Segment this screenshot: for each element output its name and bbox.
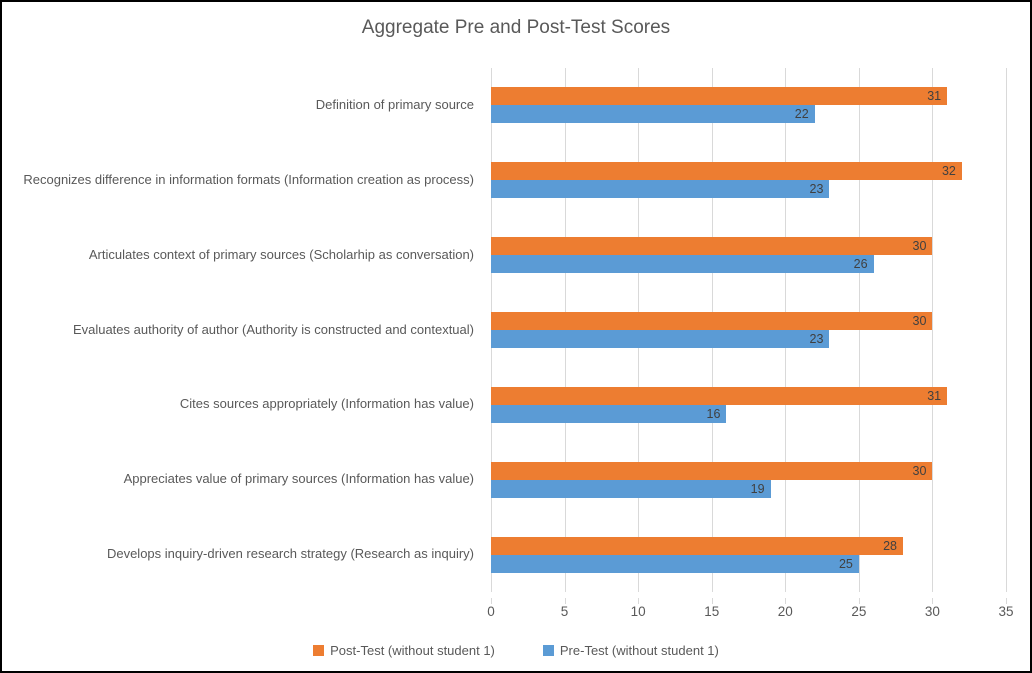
x-tick-label: 30 (924, 604, 940, 619)
tick-mark (1006, 598, 1007, 604)
bar-pre-test: 23 (491, 330, 830, 348)
x-tick-label: 5 (560, 604, 569, 619)
category-label: Definition of primary source (4, 68, 482, 143)
x-tick-label: 15 (704, 604, 720, 619)
bar-post-test: 31 (491, 386, 948, 405)
bar-post-test: 32 (491, 162, 962, 181)
bar-post-test: 30 (491, 461, 933, 480)
category-label-text: Definition of primary source (315, 97, 474, 112)
x-tick-label: 0 (487, 604, 495, 619)
category-label-text: Appreciates value of primary sources (In… (123, 471, 474, 487)
bar-value-label: 31 (927, 89, 942, 104)
bar-value-label: 22 (794, 107, 809, 122)
x-tick-label: 20 (777, 604, 793, 619)
bar-value-label: 30 (912, 463, 927, 478)
bar-post-test: 30 (491, 312, 933, 330)
legend-swatch-post-test (313, 644, 325, 656)
tick-mark (564, 598, 566, 604)
bar-value-label: 30 (912, 314, 927, 328)
category-label: Recognizes difference in information for… (4, 143, 482, 218)
category-label-text: Recognizes difference in information for… (23, 171, 474, 187)
bar-post-test: 28 (491, 536, 903, 555)
bar-pre-test: 26 (491, 255, 874, 274)
x-axis: 0 5 10 15 20 25 30 35 (487, 598, 1014, 620)
bar-post-test: 30 (491, 237, 933, 256)
category-label: Cites sources appropriately (Information… (4, 367, 482, 442)
x-tick-label: 25 (851, 604, 867, 619)
bar-pre-test: 16 (491, 404, 727, 423)
tick-mark (638, 598, 640, 604)
bar-value-label: 26 (853, 257, 868, 272)
category-label: Articulates context of primary sources (… (4, 218, 482, 293)
category-label: Develops inquiry-driven research strateg… (4, 517, 482, 592)
gridline (932, 68, 934, 592)
category-label-text: Evaluates authority of author (Authority… (72, 321, 474, 337)
bar-pre-test: 19 (491, 479, 771, 498)
x-tick-label: 10 (630, 604, 646, 619)
tick-mark (491, 598, 492, 604)
chart-title: Aggregate Pre and Post-Test Scores (361, 17, 671, 38)
legend-swatch-pre-test (542, 644, 554, 656)
category-label-text: Develops inquiry-driven research strateg… (106, 546, 474, 562)
bar-value-label: 31 (927, 388, 942, 403)
tick-mark (932, 598, 934, 604)
category-label: Appreciates value of primary sources (In… (4, 442, 482, 517)
bar-value-label: 28 (883, 538, 897, 553)
legend: Post-Test (without student 1) Pre-Test (w… (2, 640, 1030, 660)
bar-value-label: 23 (809, 332, 824, 346)
bar-value-label: 25 (838, 556, 853, 571)
legend-item-pre-test: Pre-Test (without student 1) (542, 642, 719, 658)
tick-mark (858, 598, 860, 604)
legend-label: Pre-Test (without student 1) (559, 642, 719, 658)
bar-post-test: 31 (491, 87, 948, 106)
category-label-text: Cites sources appropriately (Information… (179, 396, 474, 412)
bar-value-label: 23 (809, 182, 824, 197)
gridline (858, 68, 860, 592)
category-label: Evaluates authority of author (Authority… (4, 293, 482, 368)
legend-item-post-test: Post-Test (without student 1) (313, 643, 495, 658)
category-axis: Definition of primary source Recognizes d… (4, 68, 482, 592)
bar-value-label: 30 (912, 239, 927, 254)
x-tick-label: 35 (998, 604, 1014, 619)
legend-label: Post-Test (without student 1) (330, 642, 495, 658)
bar-pre-test: 23 (491, 180, 830, 199)
bar-pre-test: 22 (491, 105, 815, 124)
tick-mark (785, 598, 787, 604)
bar-value-label: 19 (750, 481, 765, 496)
gridline (1006, 68, 1007, 592)
category-label-text: Articulates context of primary sources (… (88, 246, 474, 262)
bar-pre-test: 25 (491, 554, 859, 573)
bar-value-label: 32 (941, 164, 956, 179)
plot-area: 31 22 32 23 30 26 30 23 31 16 30 19 28 25 (491, 68, 1007, 592)
tick-mark (711, 598, 713, 604)
bar-value-label: 16 (706, 406, 721, 421)
